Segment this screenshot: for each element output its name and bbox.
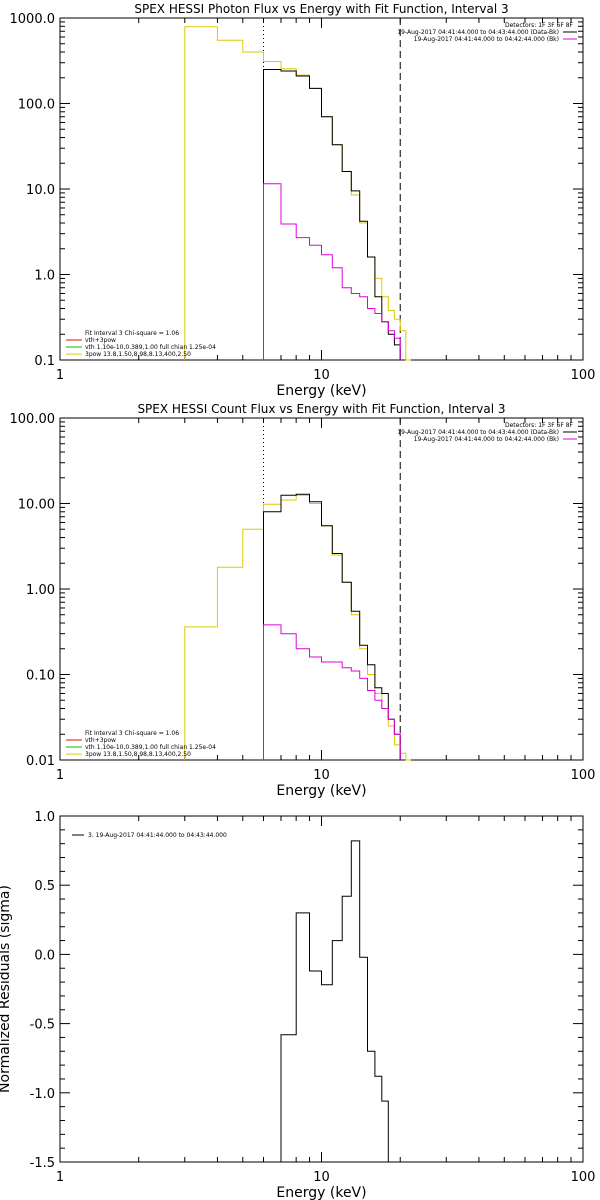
legend-bottom-entry: Fit Interval 3 Chi-square = 1.06 [85, 730, 179, 737]
detectors-label: Detectors: 1F 3F 6F 8F [505, 22, 574, 29]
y-tick-label: -1.5 [30, 1156, 55, 1171]
y-tick-label: 0.0 [34, 948, 55, 963]
x-axis-label: Energy (keV) [276, 783, 366, 799]
legend-bottom-entry: 3pow 13.8,1.50,8.98,8.13,400,2.50 [85, 351, 191, 358]
y-tick-label: 10.0 [26, 183, 55, 198]
y-axis-label: Normalized Residuals (sigma) [0, 885, 13, 1093]
y-tick-label: 1000.0 [10, 12, 56, 27]
panel-2: SPEX HESSI Count Flux vs Energy with Fit… [10, 402, 596, 799]
y-tick-label: -0.5 [30, 1018, 55, 1033]
x-tick-label: 10 [313, 768, 330, 783]
x-tick-label: 100 [571, 768, 596, 783]
x-tick-label: 10 [313, 1170, 330, 1185]
y-tick-label: 10.00 [18, 498, 55, 513]
chart-title: SPEX HESSI Count Flux vs Energy with Fit… [137, 402, 505, 416]
legend-bottom-entry: Fit Interval 3 Chi-square = 1.06 [85, 330, 179, 337]
y-tick-label: 1.0 [34, 810, 55, 825]
y-tick-label: -1.0 [30, 1087, 55, 1102]
legend-bottom-entry: vth+3pow [85, 337, 116, 344]
x-tick-label: 10 [313, 368, 330, 383]
y-tick-label: 100.0 [18, 98, 55, 113]
x-tick-label: 1 [56, 1170, 64, 1185]
legend-bottom-entry: vth+3pow [85, 737, 116, 744]
y-tick-label: 100.00 [10, 412, 56, 427]
y-tick-label: 0.01 [26, 754, 55, 769]
legend-top-entry: 19-Aug-2017 04:41:44.000 to 04:43:44.000… [397, 429, 559, 436]
legend-top-entry: 19-Aug-2017 04:41:44.000 to 04:42:44.000… [414, 436, 559, 443]
y-tick-label: 0.10 [26, 669, 55, 684]
panel-3: 1 10 100 -1.5 -1.0 -0.5 0.0 0.5 1.0 Energy (keV) N… [0, 810, 595, 1200]
y-tick-label: 0.1 [34, 354, 55, 369]
panel-1: SPEX HESSI Photon Flux vs Energy with Fi… [10, 2, 596, 399]
x-tick-label: 100 [571, 1170, 596, 1185]
y-tick-label: 1.00 [26, 583, 55, 598]
detectors-label: Detectors: 1F 3F 6F 8F [505, 422, 574, 429]
x-axis-label: Energy (keV) [276, 383, 366, 399]
x-tick-label: 1 [56, 768, 64, 783]
legend-bottom-entry: vth 1.10e-10,0.389,1.00 full chian 1.25e… [85, 744, 216, 751]
legend-bottom-entry: 3pow 13.8,1.50,8.98,8.13,400,2.50 [85, 751, 191, 758]
series-bk-histogram [263, 183, 401, 360]
legend-residual-entry: 3. 19-Aug-2017 04:41:44.000 to 04:43:44.… [88, 832, 227, 839]
x-tick-label: 100 [571, 368, 596, 383]
x-axis-label: Energy (keV) [276, 1185, 366, 1200]
series-resid-histogram [263, 840, 401, 1163]
legend-top-entry: 19-Aug-2017 04:41:44.000 to 04:42:44.000… [414, 36, 559, 43]
y-tick-label: 1.0 [34, 269, 55, 284]
series-bk-histogram [263, 624, 401, 760]
series-data-histogram [263, 493, 401, 760]
chart-title: SPEX HESSI Photon Flux vs Energy with Fi… [134, 2, 508, 16]
legend-top-entry: 19-Aug-2017 04:41:44.000 to 04:43:44.000… [397, 29, 559, 36]
x-tick-label: 1 [56, 368, 64, 383]
y-tick-label: 0.5 [34, 879, 55, 894]
legend-bottom-entry: vth 1.10e-10,0.389,1.00 full chian 1.25e… [85, 344, 216, 351]
